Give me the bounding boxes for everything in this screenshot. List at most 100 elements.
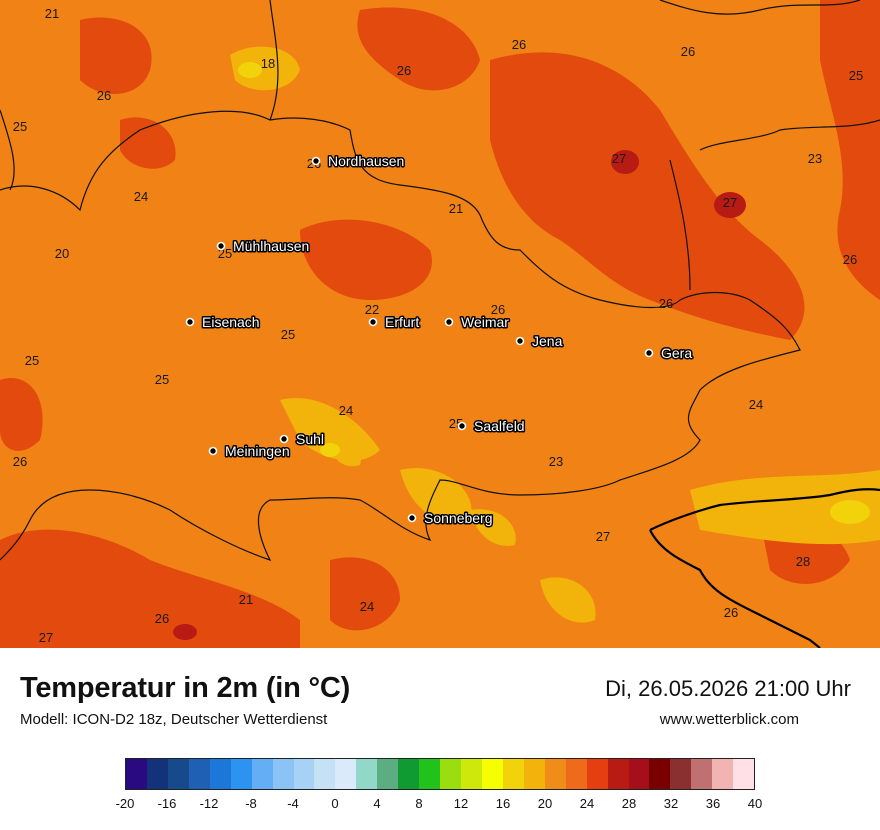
temperature-map[interactable]: 21 26 26 25 18 26 26 25 26 27 23 27 24 21 20 25 26 22 26 26… <box>0 0 880 648</box>
temperature-value: 23 <box>549 454 563 469</box>
temperature-value: 20 <box>55 246 69 261</box>
scale-color-cell <box>377 759 399 789</box>
city-marker[interactable]: Jena <box>515 332 564 351</box>
temperature-value: 25 <box>281 327 295 342</box>
scale-color-cell <box>188 759 210 789</box>
country-border <box>649 488 880 648</box>
city-label: Sonneberg <box>424 510 493 526</box>
temperature-value: 25 <box>155 372 169 387</box>
scale-tick-label: 28 <box>621 796 637 811</box>
temperature-labels: 21 26 26 25 18 26 26 25 26 27 23 27 24 21 20 25 26 22 26 26… <box>13 6 863 645</box>
scale-color-cell <box>251 759 273 789</box>
color-scale-ticks: -20 -16 -12 -8 -4 0 4 8 12 16 20 24 28 32 36 40 <box>116 796 763 812</box>
cold-spots <box>238 62 870 524</box>
city-markers: Nordhausen Mühlhausen Eisenach Erfurt Weimar… <box>185 152 694 528</box>
scale-color-cell <box>440 759 461 789</box>
city-dot <box>216 241 226 251</box>
city-dot <box>644 348 654 358</box>
city-marker[interactable]: Eisenach <box>185 313 261 332</box>
scale-color-cell <box>586 759 608 789</box>
scale-color-cell <box>544 759 566 789</box>
scale-color-cell <box>691 759 713 789</box>
forecast-datetime: Di, 26.05.2026 21:00 Uhr <box>605 676 851 701</box>
scale-color-cell <box>126 759 147 789</box>
scale-tick-label: 36 <box>705 796 721 811</box>
scale-tick-label: 32 <box>663 796 679 811</box>
scale-color-cell <box>461 759 482 789</box>
city-label: Jena <box>532 333 563 349</box>
city-label: Meiningen <box>225 443 290 459</box>
city-label: Gera <box>661 345 692 361</box>
temperature-value: 26 <box>681 44 695 59</box>
scale-tick-label: 12 <box>453 796 469 811</box>
city-dot <box>407 513 417 523</box>
scale-color-cell <box>419 759 441 789</box>
city-label: Mühlhausen <box>233 238 309 254</box>
city-marker[interactable]: Suhl <box>279 430 326 449</box>
city-marker[interactable]: Meiningen <box>208 442 291 461</box>
scale-tick-label: 24 <box>579 796 595 811</box>
scale-color-cell <box>481 759 503 789</box>
scale-color-cell <box>398 759 420 789</box>
temperature-value: 26 <box>397 63 411 78</box>
city-marker[interactable]: Saalfeld <box>457 417 526 436</box>
website-link[interactable]: www.wetterblick.com <box>659 711 799 728</box>
scale-tick-label: 0 <box>331 796 339 811</box>
temperature-value: 26 <box>512 37 526 52</box>
city-label: Eisenach <box>202 314 260 330</box>
map-footer <box>0 648 880 830</box>
scale-tick-label: 8 <box>415 796 423 811</box>
city-marker[interactable]: Nordhausen <box>311 152 406 171</box>
scale-color-cell <box>733 759 755 789</box>
temperature-value: 26 <box>659 296 673 311</box>
scale-tick-label: 20 <box>537 796 553 811</box>
scale-color-cell <box>335 759 357 789</box>
city-dot <box>311 156 321 166</box>
scale-tick-label: 16 <box>495 796 511 811</box>
scale-tick-label: -20 <box>115 796 135 811</box>
temperature-value: 25 <box>25 353 39 368</box>
temperature-value: 27 <box>723 195 737 210</box>
scale-color-cell <box>565 759 587 789</box>
cool-regions <box>230 46 880 623</box>
scale-tick-label: -8 <box>245 796 257 811</box>
temperature-value: 23 <box>808 151 822 166</box>
scale-color-cell <box>314 759 336 789</box>
scale-color-cell <box>230 759 252 789</box>
temperature-value: 22 <box>365 302 379 317</box>
scale-color-cell <box>146 759 168 789</box>
scale-color-cell <box>607 759 629 789</box>
scale-tick-label: 4 <box>373 796 381 811</box>
temperature-value: 21 <box>239 592 253 607</box>
city-marker[interactable]: Weimar <box>444 313 511 332</box>
city-dot <box>185 317 195 327</box>
scale-color-cell <box>670 759 692 789</box>
scale-color-cell <box>712 759 734 789</box>
temperature-value: 27 <box>39 630 53 645</box>
temperature-value: 28 <box>796 554 810 569</box>
city-marker[interactable]: Mühlhausen <box>216 237 311 256</box>
scale-color-cell <box>649 759 671 789</box>
scale-color-cell <box>356 759 378 789</box>
scale-color-cell <box>293 759 315 789</box>
scale-color-cell <box>209 759 231 789</box>
city-marker[interactable]: Gera <box>644 344 694 363</box>
city-label: Saalfeld <box>474 418 525 434</box>
scale-tick-label: -16 <box>157 796 177 811</box>
city-marker[interactable]: Erfurt <box>368 313 421 332</box>
warm-regions <box>0 0 880 648</box>
temperature-value: 26 <box>724 605 738 620</box>
state-borders <box>0 0 880 562</box>
scale-color-cell <box>167 759 189 789</box>
temperature-value: 27 <box>596 529 610 544</box>
city-dot <box>368 317 378 327</box>
temperature-value: 27 <box>612 151 626 166</box>
city-dot <box>515 336 525 346</box>
map-title: Temperatur in 2m (in °C) <box>20 672 351 704</box>
city-marker[interactable]: Sonneberg <box>407 509 494 528</box>
temperature-value: 24 <box>360 599 374 614</box>
city-dot <box>208 446 218 456</box>
city-label: Suhl <box>296 431 324 447</box>
city-label: Nordhausen <box>328 153 404 169</box>
temperature-value: 26 <box>155 611 169 626</box>
